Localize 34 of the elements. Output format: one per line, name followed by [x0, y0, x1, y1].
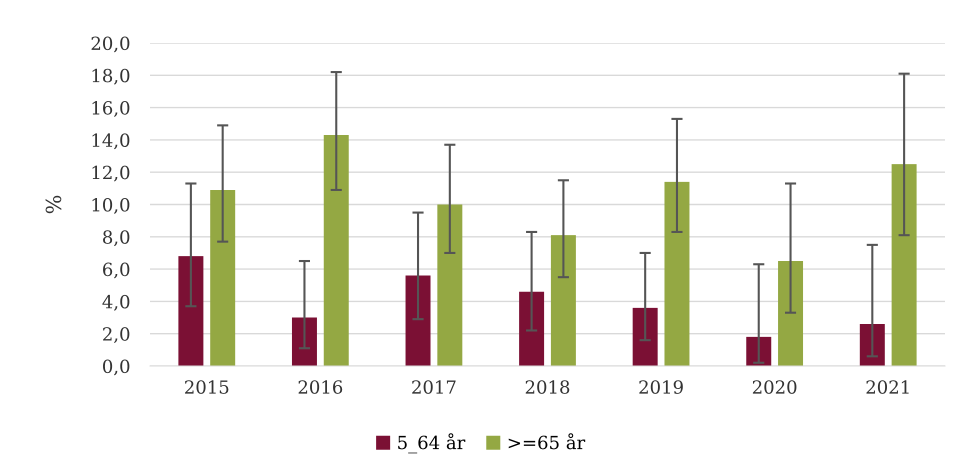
bar [437, 204, 462, 366]
bar [406, 276, 431, 366]
y-tick-label: 16,0 [92, 101, 130, 117]
y-tick-label: 12,0 [92, 166, 130, 182]
y-tick-label: 4,0 [102, 294, 130, 311]
y-tick-label: 10,0 [92, 198, 130, 214]
legend-label: 5_64 år [398, 433, 466, 454]
y-tick-label: 18,0 [92, 68, 130, 85]
x-tick-label: 2021 [866, 380, 909, 394]
bar [210, 190, 236, 366]
y-tick-label: 0,0 [103, 359, 130, 376]
bar [778, 261, 804, 366]
bar [860, 324, 885, 366]
bar [519, 292, 544, 366]
bar [292, 318, 317, 366]
bar [664, 182, 690, 366]
y-tick-label: 8,0 [103, 230, 130, 246]
x-tick-label: 2020 [752, 380, 796, 394]
bar [632, 308, 658, 366]
y-tick-label: 2,0 [103, 327, 130, 344]
y-tick-label: 6,0 [103, 262, 130, 278]
y-axis-title: % [46, 196, 62, 214]
x-tick-label: 2015 [185, 380, 228, 394]
x-tick-label: 2019 [639, 380, 683, 394]
y-tick-label: 14,0 [92, 133, 130, 150]
x-tick-label: 2018 [526, 380, 570, 394]
bar [178, 256, 204, 366]
bar [892, 164, 917, 366]
x-tick-label: 2017 [412, 380, 456, 394]
legend-label: >=65 år [508, 433, 586, 450]
y-tick-label: 20,0 [92, 36, 130, 52]
x-tick-label: 2016 [298, 380, 342, 394]
bar [324, 135, 349, 366]
bar [550, 235, 576, 366]
